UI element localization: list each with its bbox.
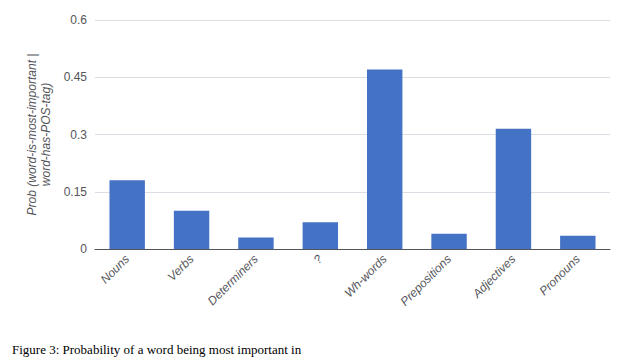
svg-text:0.3: 0.3 <box>70 128 87 142</box>
svg-text:Figure 3: Probability of a wor: Figure 3: Probability of a word being mo… <box>12 342 302 357</box>
svg-text:Prob (word-is-most-important |: Prob (word-is-most-important | <box>25 54 39 216</box>
svg-text:Nouns: Nouns <box>98 252 132 286</box>
svg-text:0.45: 0.45 <box>64 70 88 84</box>
svg-text:0.15: 0.15 <box>64 185 88 199</box>
svg-text:Determiners: Determiners <box>205 252 261 308</box>
svg-text:?: ? <box>311 252 326 267</box>
svg-text:0.6: 0.6 <box>70 13 87 27</box>
svg-text:Pronouns: Pronouns <box>537 252 583 298</box>
svg-text:word-has-POS-tag): word-has-POS-tag) <box>39 83 53 186</box>
svg-text:Verbs: Verbs <box>165 252 197 284</box>
svg-text:Adjectives: Adjectives <box>469 252 518 301</box>
svg-text:0: 0 <box>80 242 87 256</box>
svg-text:Prepositions: Prepositions <box>397 252 454 309</box>
svg-text:Wh-words: Wh-words <box>342 252 390 300</box>
